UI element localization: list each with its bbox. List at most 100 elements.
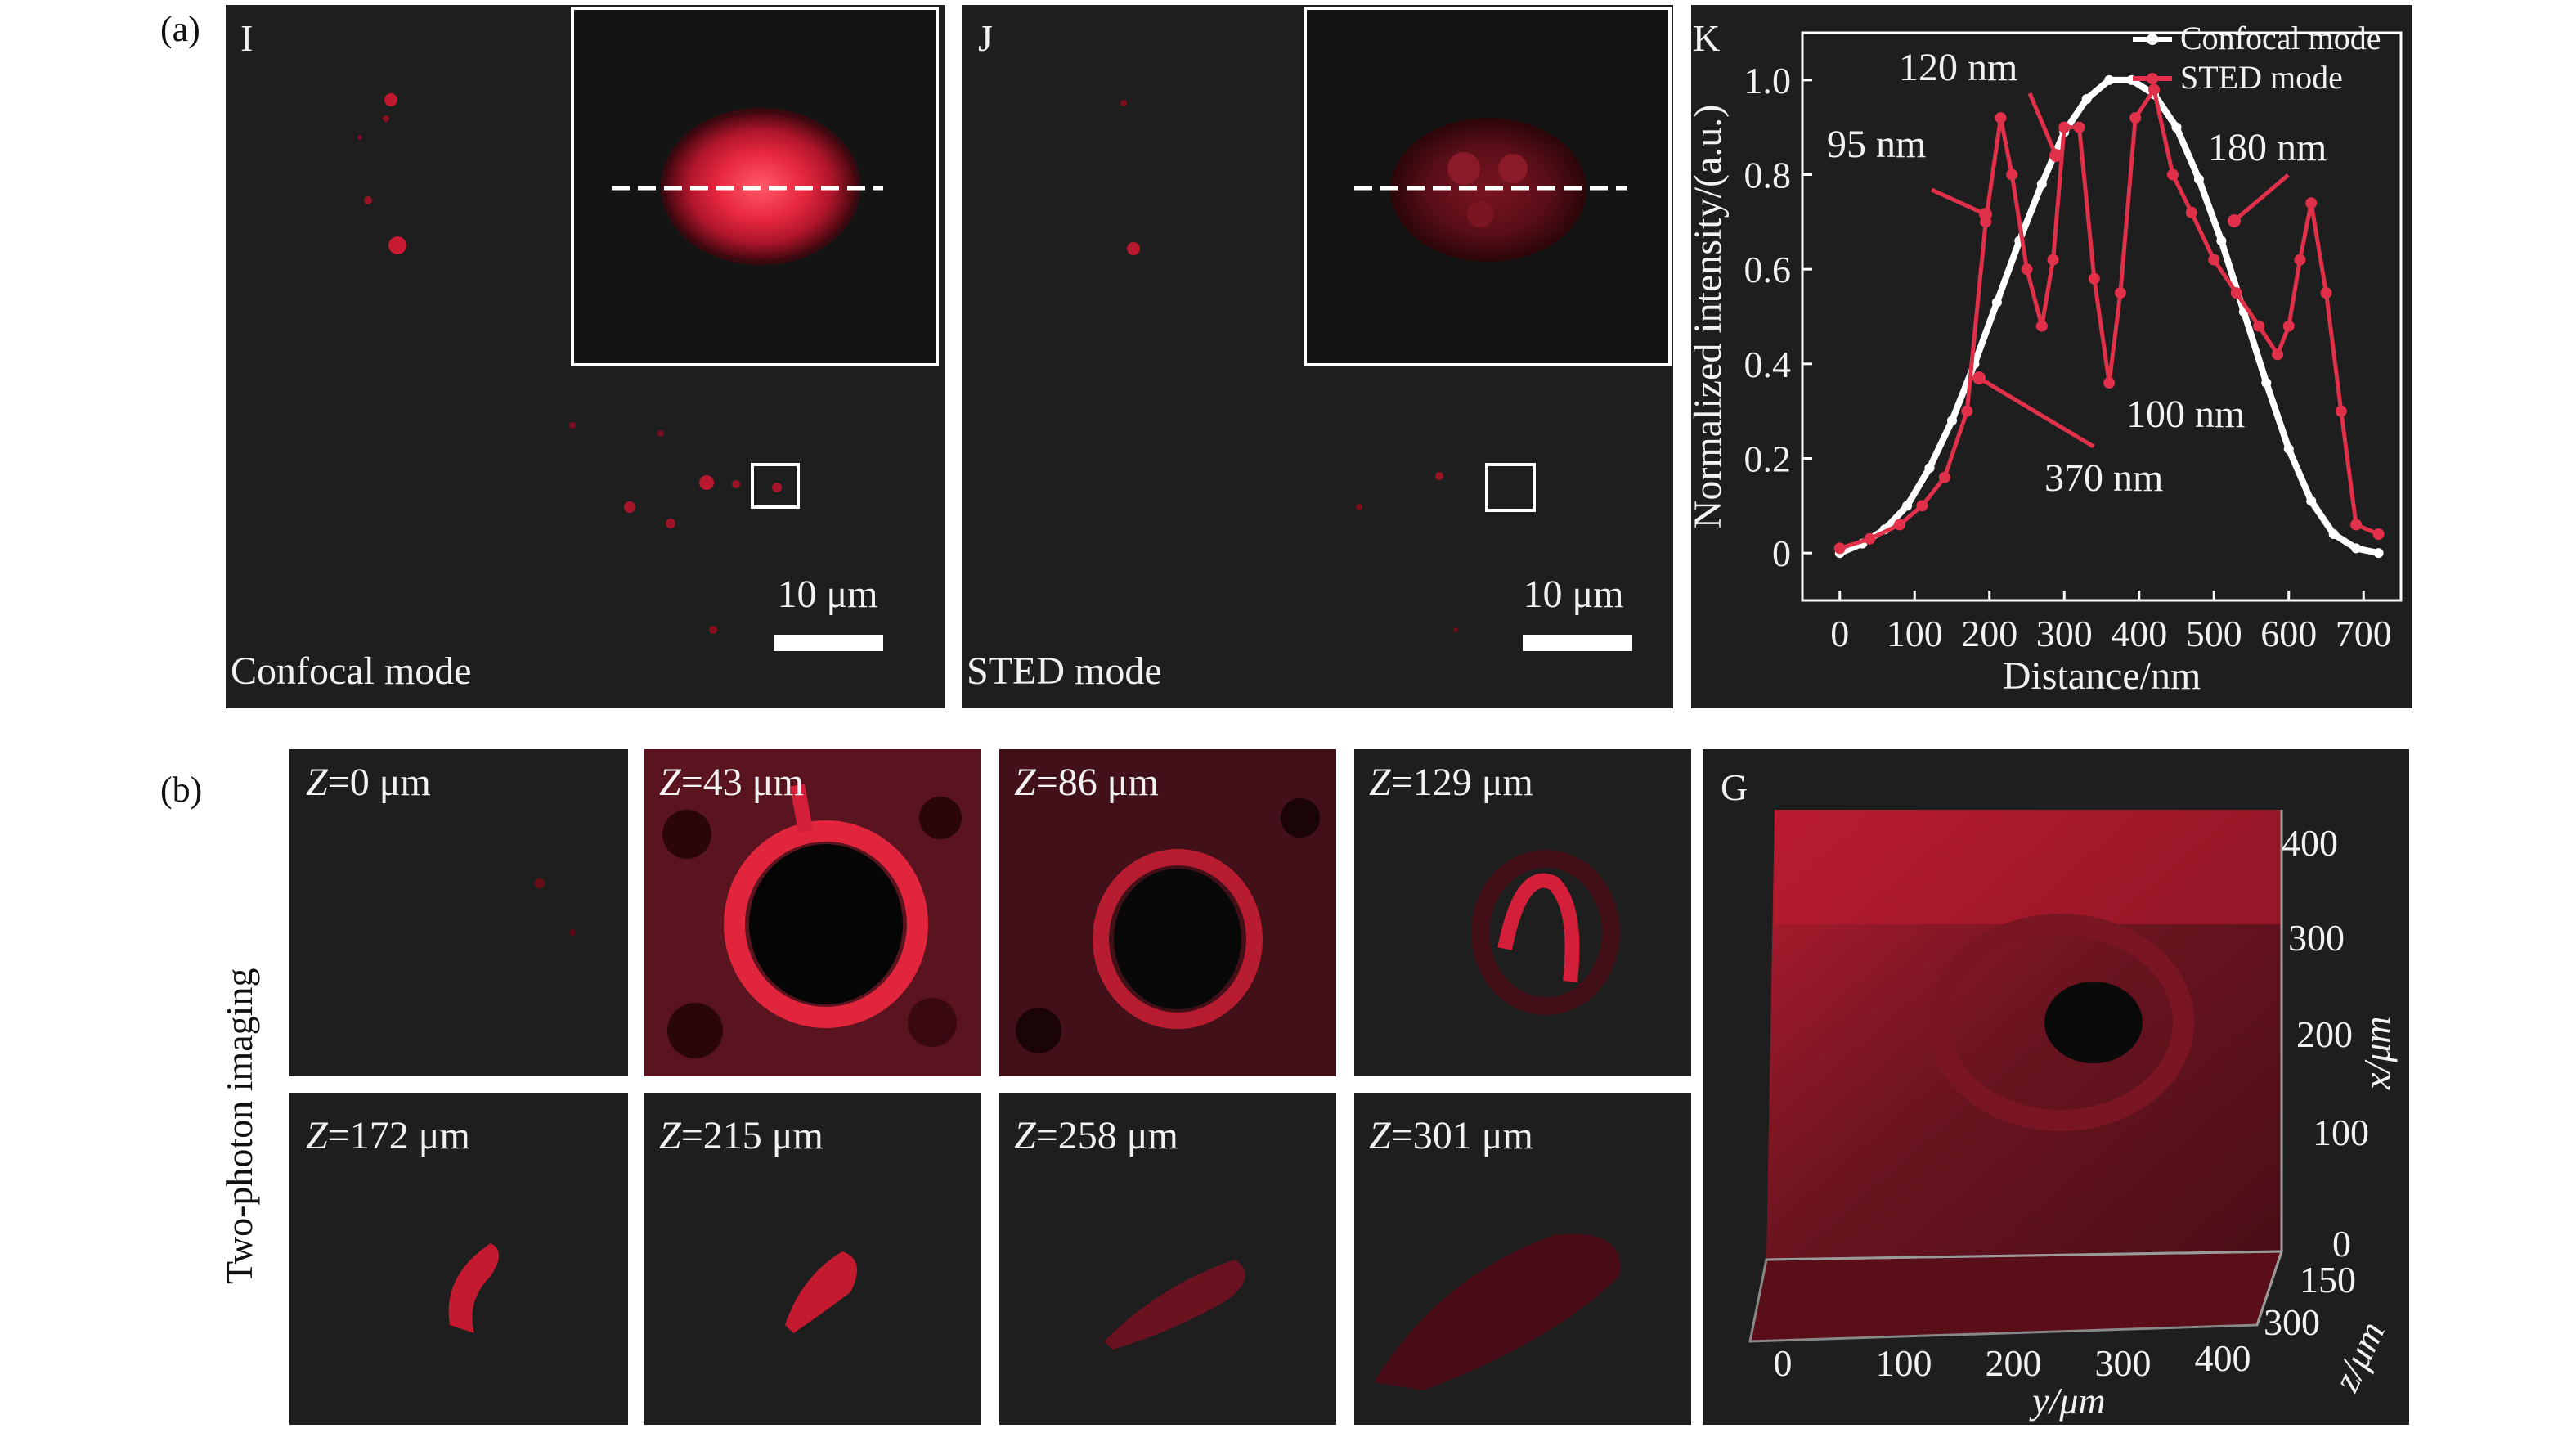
data-point [1924,463,1935,474]
data-point [2320,287,2332,299]
z-tick: 150 [2300,1259,2356,1300]
data-point [2021,263,2033,276]
data-point [1938,471,1950,483]
data-point [2282,320,2295,332]
volume-side [1748,1250,2284,1343]
x-tick-label: 0 [1830,613,1849,654]
sted-scalebar [1523,635,1632,651]
legend-marker [2147,34,2158,45]
z-slice-215 [644,1093,981,1425]
data-point [2047,254,2059,266]
data-point [1864,532,1876,545]
x-tick-label: 600 [2260,613,2317,654]
x-tick-label: 400 [2111,613,2167,654]
annotation-arrow-head [1979,208,1992,221]
data-point [2103,376,2116,389]
data-point [2272,348,2284,361]
panel-letter-i: I [240,17,253,59]
annotation-arrow [2027,92,2058,156]
y-axis-label: y/μm [2029,1380,2106,1422]
sted-puncta [1120,100,1458,632]
data-point [2166,168,2179,181]
annotation-arrow-head [2049,149,2062,162]
z-tick: 300 [2264,1301,2320,1343]
annotation-label: 120 nm [1899,46,2017,89]
z-label: Z=172 μm [306,1114,470,1157]
z-slice-258 [999,1093,1336,1425]
z-slice-129 [1354,749,1691,1076]
y-tick-label: 0.6 [1744,249,1792,290]
sted-scalebar-label: 10 μm [1523,573,1623,616]
data-point [2253,320,2265,332]
data-point [2335,405,2347,417]
data-point [1916,500,1928,512]
data-point [2305,197,2318,209]
z-label: Z=43 μm [659,761,804,804]
data-point [1961,405,1973,417]
profile-chart: K 0 0.2 0.4 0.6 0.8 1.0 0 100 200 300 400 500 600 700… [1686,5,2412,708]
data-point [2373,548,2384,559]
z-label: Z=215 μm [659,1114,824,1157]
data-point [2306,496,2317,506]
data-point [2283,443,2294,454]
annotation-arrow [2233,173,2290,222]
x-tick: 300 [2288,917,2345,959]
data-point [2208,254,2220,266]
data-point [2035,320,2048,332]
data-point [2350,519,2363,531]
x-tick: 0 [2332,1223,2351,1265]
data-point [2148,83,2161,96]
legend-marker [2147,73,2158,84]
z-slice-0 [289,749,628,1076]
annotation-arrow-head [1972,371,1986,384]
y-tick: 400 [2195,1337,2251,1379]
x-tick-label: 300 [2036,613,2093,654]
data-point [2261,377,2272,388]
z-label: Z=129 μm [1369,761,1533,804]
panel-3d-volume: G 400 300 200 100 0 x/μm 0 100 200 300 4… [1703,749,2409,1425]
panel-letter-j: J [978,17,993,59]
y-tick: 200 [1986,1342,2042,1384]
confocal-scalebar-label: 10 μm [777,573,877,616]
data-point [2036,179,2047,190]
y-tick: 0 [1774,1342,1793,1384]
y-tick: 100 [1876,1342,1932,1384]
data-point [1995,112,2007,124]
data-point [2372,528,2385,541]
x-tick: 200 [2296,1013,2353,1055]
part-b-label: (b) [160,770,202,810]
data-point [2073,121,2085,133]
y-tick-label: 1.0 [1744,60,1792,101]
x-tick: 400 [2282,822,2338,864]
data-point [2114,287,2126,299]
confocal-scalebar [774,635,883,651]
data-point [1991,297,2002,308]
y-tick: 300 [2095,1342,2152,1384]
data-point [2058,121,2071,133]
legend-label: Confocal mode [2180,20,2381,56]
data-point [2294,254,2306,266]
annotation-label: 95 nm [1827,123,1926,166]
annotation-arrow [1930,187,1987,217]
data-point [2216,236,2227,246]
z-label: Z=301 μm [1369,1114,1533,1157]
annotation-arrow-head [2228,214,2241,227]
z-slice-grid [289,749,1691,1425]
chart-panel [1691,5,2412,708]
x-axis-label: x/μm [2356,1016,2398,1090]
panel-letter-k: K [1693,17,1720,59]
annotation-label: 100 nm [2126,393,2245,436]
z-label: Z=258 μm [1014,1114,1178,1157]
data-point [2006,168,2018,181]
panel-letter-g: G [1721,766,1748,808]
data-point [2351,543,2362,554]
data-point [2230,287,2242,299]
data-point [1893,519,1905,531]
confocal-roi-box [751,463,800,509]
sted-mode-label: STED mode [967,649,1162,693]
series-line-sted [1838,84,2380,550]
data-point [2328,529,2339,540]
part-a-label: (a) [160,9,200,49]
legend-label: STED mode [2180,59,2343,96]
